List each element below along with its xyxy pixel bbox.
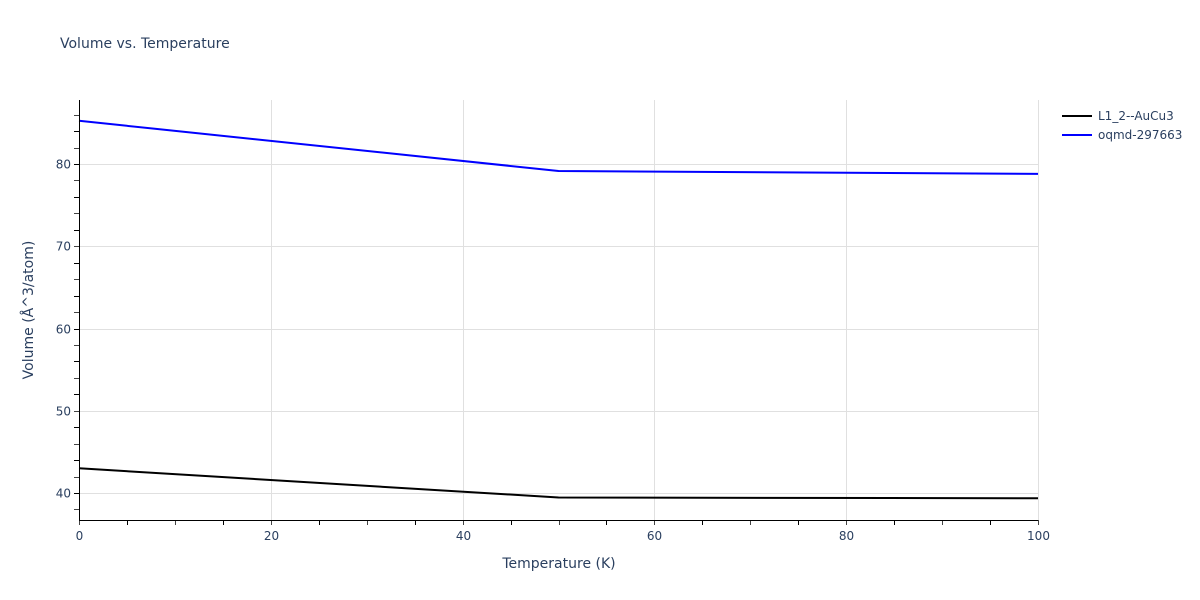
x-tick-label: 0 (76, 529, 84, 543)
axis-tick-labels: 0 20 40 60 80 100 40 50 60 70 80 (56, 158, 1050, 544)
legend-item-oqmd-297663[interactable]: oqmd-297663 (1062, 125, 1182, 144)
y-tick-label: 80 (56, 158, 71, 172)
x-axis-label: Temperature (K) (501, 556, 615, 572)
y-tick-label: 40 (56, 487, 71, 501)
data-series (78, 119, 1039, 500)
series-line-oqmd-297663[interactable] (78, 119, 1039, 175)
y-tick-label: 50 (56, 405, 71, 419)
y-tick-label: 70 (56, 240, 71, 254)
x-tick-label: 100 (1027, 529, 1050, 543)
chart-title: Volume vs. Temperature (60, 36, 230, 52)
y-axis-label: Volume (Å^3/atom) (20, 241, 37, 380)
x-tick-label: 20 (264, 529, 279, 543)
legend-swatch-black (1062, 114, 1092, 117)
legend: L1_2--AuCu3 oqmd-297663 (1062, 106, 1182, 144)
legend-item-l1-2-aucu3[interactable]: L1_2--AuCu3 (1062, 106, 1182, 125)
y-tick-label: 60 (56, 323, 71, 337)
legend-swatch-blue (1062, 133, 1092, 136)
series-line-l1-2-aucu3[interactable] (78, 467, 1039, 500)
grid-lines (79, 100, 1039, 520)
x-tick-label: 40 (456, 529, 471, 543)
legend-label: oqmd-297663 (1098, 127, 1183, 142)
axis-ticks (74, 115, 1039, 525)
legend-label: L1_2--AuCu3 (1098, 108, 1174, 123)
x-tick-label: 80 (839, 529, 854, 543)
x-tick-label: 60 (647, 529, 662, 543)
